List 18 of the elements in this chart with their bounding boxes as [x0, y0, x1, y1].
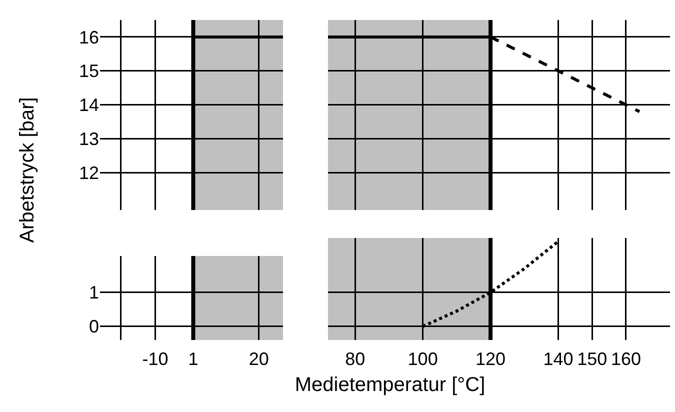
y-tick-label: 16 [78, 27, 99, 48]
y-tick-label: 14 [78, 95, 99, 116]
x-axis-title: Medietemperatur [°C] [294, 374, 486, 397]
x-tick-label: 150 [577, 349, 608, 369]
y-tick-label: 1 [88, 282, 99, 302]
x-tick-label: 100 [408, 349, 438, 369]
x-tick-label: 120 [476, 349, 506, 369]
x-tick-label: 1 [188, 349, 198, 369]
y-tick-label: 12 [78, 162, 99, 183]
y-axis-title: Arbetstryck [bar] [16, 97, 40, 243]
x-tick-label: -10 [142, 349, 168, 369]
y-tick-label: 15 [78, 61, 99, 82]
x-tick-label: 20 [248, 349, 269, 369]
y-tick-label: 0 [88, 316, 99, 337]
x-tick-label: 80 [345, 349, 366, 369]
x-tick-label: 160 [610, 349, 642, 369]
x-tick-label: 140 [543, 349, 574, 369]
y-tick-label: 13 [78, 129, 99, 150]
